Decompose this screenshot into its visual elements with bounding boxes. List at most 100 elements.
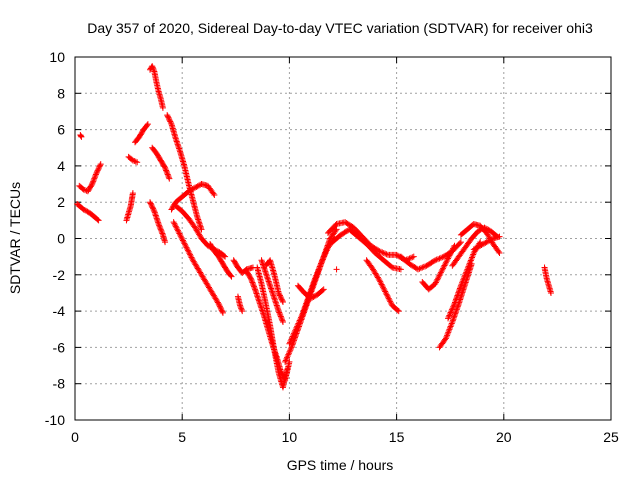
data-point — [218, 306, 225, 313]
data-point — [144, 121, 151, 128]
data-point — [313, 270, 320, 277]
data-point — [285, 351, 292, 358]
data-point — [95, 164, 102, 171]
data-point — [487, 236, 494, 243]
data-point — [316, 263, 323, 270]
data-point — [150, 67, 157, 74]
data-point — [149, 64, 156, 71]
data-point — [380, 284, 387, 291]
data-point — [94, 167, 101, 174]
data-point — [377, 248, 384, 255]
data-point — [172, 223, 179, 230]
data-point — [445, 329, 452, 336]
data-point — [216, 302, 223, 309]
chart-title: Day 357 of 2020, Sidereal Day-to-day VTE… — [87, 20, 593, 36]
data-point — [173, 224, 180, 231]
data-point — [80, 206, 87, 213]
data-point — [184, 247, 191, 254]
data-point — [440, 265, 447, 272]
data-point — [282, 357, 289, 364]
data-point — [446, 312, 453, 319]
data-point — [92, 172, 99, 179]
data-point — [387, 299, 394, 306]
data-point — [463, 269, 470, 276]
data-point — [419, 264, 426, 271]
data-point — [147, 200, 154, 207]
data-points — [74, 63, 554, 391]
data-point — [277, 313, 284, 320]
data-point — [284, 353, 291, 360]
data-point — [439, 254, 446, 261]
data-point — [297, 316, 304, 323]
data-point — [162, 164, 169, 171]
data-point — [495, 248, 502, 255]
data-point — [460, 275, 467, 282]
data-point — [433, 256, 440, 263]
data-point — [377, 280, 384, 287]
data-point — [188, 186, 195, 193]
data-point — [278, 316, 285, 323]
data-point — [450, 302, 457, 309]
data-point — [149, 204, 156, 211]
data-point — [292, 326, 299, 333]
data-point — [382, 289, 389, 296]
data-point — [470, 246, 477, 253]
data-point — [415, 266, 422, 273]
data-point — [475, 228, 482, 235]
y-tick-label: -2 — [53, 267, 66, 283]
data-point — [333, 266, 340, 273]
data-point — [218, 307, 225, 314]
data-point — [294, 321, 301, 328]
data-point — [293, 324, 300, 331]
data-point — [150, 205, 157, 212]
data-point — [91, 175, 98, 182]
data-point — [320, 254, 327, 261]
data-point — [250, 282, 257, 289]
data-point — [171, 220, 178, 227]
data-point — [96, 163, 103, 170]
data-point — [317, 260, 324, 267]
data-point — [157, 226, 164, 233]
data-point — [469, 252, 476, 259]
data-point — [417, 265, 424, 272]
data-point — [435, 275, 442, 282]
data-point — [186, 250, 193, 257]
data-point — [238, 305, 245, 312]
x-tick-label: 0 — [71, 429, 79, 445]
x-tick-label: 5 — [178, 429, 186, 445]
data-point — [481, 240, 488, 247]
data-point — [277, 312, 284, 319]
data-point — [291, 329, 298, 336]
data-point — [466, 261, 473, 268]
data-point — [186, 187, 193, 194]
data-point — [437, 269, 444, 276]
data-point — [219, 308, 226, 315]
data-point — [162, 166, 169, 173]
data-point — [323, 248, 330, 255]
data-point — [450, 244, 457, 251]
data-point — [468, 255, 475, 262]
data-point — [187, 251, 194, 258]
data-point — [295, 320, 302, 327]
data-point — [322, 250, 329, 257]
data-point — [237, 302, 244, 309]
data-point — [437, 254, 444, 261]
data-point — [90, 178, 97, 185]
data-point — [444, 330, 451, 337]
data-point — [446, 252, 453, 259]
data-point — [321, 251, 328, 258]
data-point — [249, 280, 256, 287]
data-point — [284, 366, 291, 373]
data-point — [189, 186, 196, 193]
data-point — [94, 168, 101, 175]
data-point — [84, 208, 91, 215]
data-point — [164, 170, 171, 177]
data-point — [459, 279, 466, 286]
data-point — [376, 277, 383, 284]
data-point — [94, 216, 101, 223]
data-point — [386, 297, 393, 304]
data-point — [450, 303, 457, 310]
data-point — [80, 186, 87, 193]
data-point — [247, 274, 254, 281]
